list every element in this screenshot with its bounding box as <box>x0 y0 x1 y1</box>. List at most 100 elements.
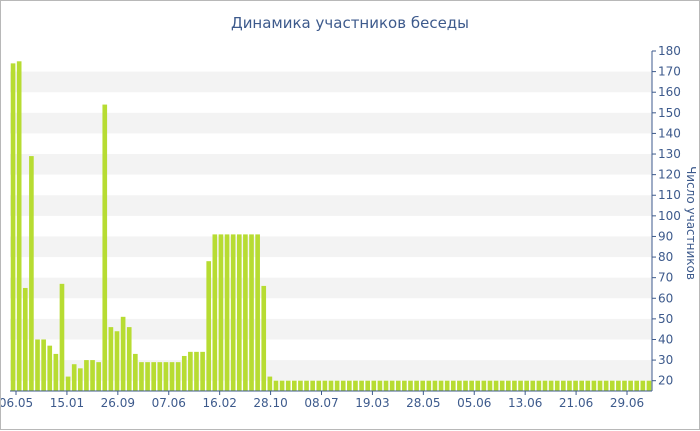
bar <box>579 380 585 391</box>
bar <box>133 353 138 391</box>
bar <box>273 380 279 391</box>
bar <box>420 380 426 391</box>
bar <box>126 327 132 391</box>
y-tick-label: 20 <box>658 374 673 388</box>
bar <box>90 360 95 391</box>
grid-band <box>10 236 652 258</box>
bar <box>77 368 83 391</box>
bar <box>469 380 474 391</box>
bar <box>530 380 536 391</box>
bar <box>365 380 371 391</box>
bar <box>188 351 193 391</box>
bar <box>163 362 169 391</box>
bar <box>389 380 395 391</box>
bar <box>402 380 407 391</box>
bars <box>10 61 652 392</box>
bar <box>218 234 224 391</box>
x-tick-label: 19.03 <box>355 396 389 410</box>
bar <box>157 362 163 391</box>
bar <box>597 380 603 391</box>
bar <box>463 380 468 391</box>
bar <box>285 380 291 391</box>
bar <box>334 380 340 391</box>
grid-band <box>10 154 652 175</box>
x-tick-label: 29.06 <box>610 396 644 410</box>
y-tick-label: 90 <box>658 229 673 243</box>
bar <box>567 380 572 391</box>
bar <box>200 351 205 391</box>
bar <box>139 362 144 391</box>
x-tick-label: 28.05 <box>406 396 440 410</box>
bar <box>249 234 254 391</box>
bar <box>22 287 28 391</box>
y-tick-label: 180 <box>658 44 681 58</box>
bar <box>518 380 523 391</box>
bar <box>59 283 65 391</box>
bar <box>542 380 548 391</box>
bar <box>450 380 456 391</box>
bar <box>151 362 157 391</box>
bar <box>487 380 493 391</box>
x-tick-label: 28.10 <box>253 396 287 410</box>
bar <box>444 380 450 391</box>
bar <box>475 380 481 391</box>
bar <box>591 380 597 391</box>
bar <box>304 380 309 391</box>
y-tick-label: 110 <box>658 188 681 202</box>
bar <box>548 380 554 391</box>
bar <box>371 380 377 391</box>
grid-band <box>10 195 652 216</box>
bar <box>524 380 529 391</box>
bar <box>561 380 566 391</box>
bar <box>65 376 71 391</box>
bar <box>340 380 346 391</box>
bar <box>16 61 22 391</box>
bar <box>175 362 181 391</box>
grid-band <box>10 277 652 299</box>
bar <box>35 339 40 391</box>
bar <box>347 380 352 391</box>
grid-band <box>10 71 652 93</box>
bar <box>255 234 260 391</box>
bar <box>316 380 322 391</box>
bar <box>267 376 273 391</box>
bar <box>328 380 334 391</box>
grid-band <box>10 112 652 134</box>
y-tick-label: 170 <box>658 65 681 79</box>
bar <box>628 380 633 391</box>
bar <box>84 360 89 391</box>
bar <box>616 380 621 391</box>
y-tick-label: 50 <box>658 312 673 326</box>
x-tick-label: 08.07 <box>304 396 338 410</box>
bar <box>426 380 432 391</box>
x-tick-label: 07.06 <box>152 396 186 410</box>
chart-title: Динамика участников беседы <box>230 14 470 32</box>
bar <box>41 339 46 391</box>
x-tick-label: 13.06 <box>508 396 542 410</box>
bar <box>96 362 101 391</box>
bar <box>120 316 126 391</box>
bar <box>646 380 652 391</box>
bar <box>432 380 438 391</box>
bar <box>536 380 542 391</box>
x-axis: 06.05 15.01 26.09 07.06 16.02 28.10 08.07 19.03… <box>1 390 652 410</box>
bar <box>145 362 150 391</box>
bar <box>505 380 511 391</box>
bar <box>181 355 187 391</box>
bar <box>114 331 120 391</box>
x-tick-label: 21.06 <box>559 396 593 410</box>
bar <box>298 380 303 391</box>
x-tick-label: 06.05 <box>1 396 33 410</box>
bar <box>383 380 389 391</box>
y-tick-label: 60 <box>658 291 673 305</box>
bar <box>108 327 114 391</box>
bar <box>499 380 505 391</box>
bar <box>377 380 383 391</box>
bar <box>102 104 108 392</box>
y-axis-label: Число участников <box>684 166 698 280</box>
bar <box>291 380 297 391</box>
x-tick-label: 16.02 <box>202 396 236 410</box>
y-tick-label: 150 <box>658 106 681 120</box>
